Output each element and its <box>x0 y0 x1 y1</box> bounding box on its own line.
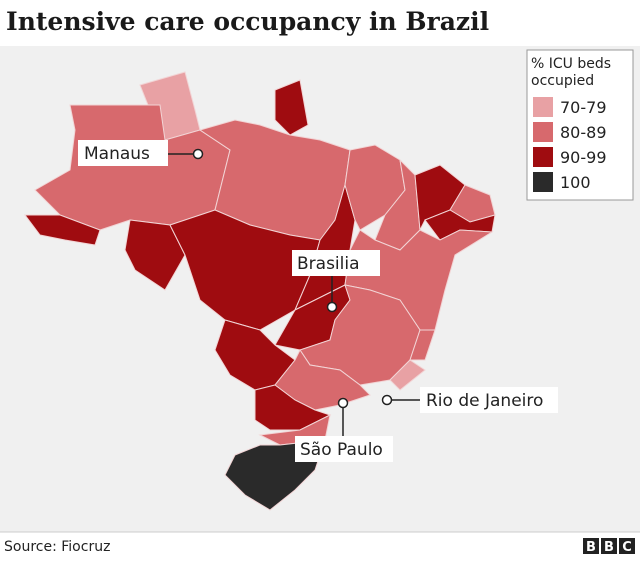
state <box>409 329 436 361</box>
city-dot <box>337 397 349 409</box>
legend: % ICU beds occupied 70-79 80-89 90-99 100 <box>531 56 611 192</box>
state <box>389 359 426 391</box>
city-label: Rio de Janeiro <box>426 391 543 411</box>
source: Source: Fiocruz <box>4 539 110 555</box>
logo-block <box>583 538 599 554</box>
city-label: São Paulo <box>300 440 383 460</box>
logo-letter: B <box>604 540 614 555</box>
legend-swatch <box>533 97 553 117</box>
legend-swatch <box>533 172 553 192</box>
legend-title: % ICU beds occupied <box>531 56 611 89</box>
city-label: Manaus <box>84 144 150 164</box>
label-box <box>420 387 558 413</box>
city-markers <box>168 148 420 436</box>
legend-label: 70-79 <box>560 98 607 117</box>
legend-label: 100 <box>560 173 591 192</box>
city-dot <box>192 148 204 160</box>
legend-label: 90-99 <box>560 148 607 167</box>
label-box <box>295 436 393 462</box>
states <box>24 71 496 511</box>
logo-letter: C <box>622 540 632 555</box>
state <box>24 214 101 246</box>
label-box <box>78 140 168 166</box>
state <box>274 79 309 136</box>
legend-swatch <box>533 122 553 142</box>
logo-block <box>601 538 617 554</box>
city-dot <box>381 394 393 406</box>
city-dot <box>326 301 338 313</box>
city-label: Brasilia <box>297 254 360 274</box>
logo-letter: B <box>586 540 596 555</box>
logo-block <box>619 538 635 554</box>
label-box <box>292 250 380 276</box>
legend-label: 80-89 <box>560 123 607 142</box>
title: Intensive care occupancy in Brazil <box>6 7 489 36</box>
legend-swatch <box>533 147 553 167</box>
